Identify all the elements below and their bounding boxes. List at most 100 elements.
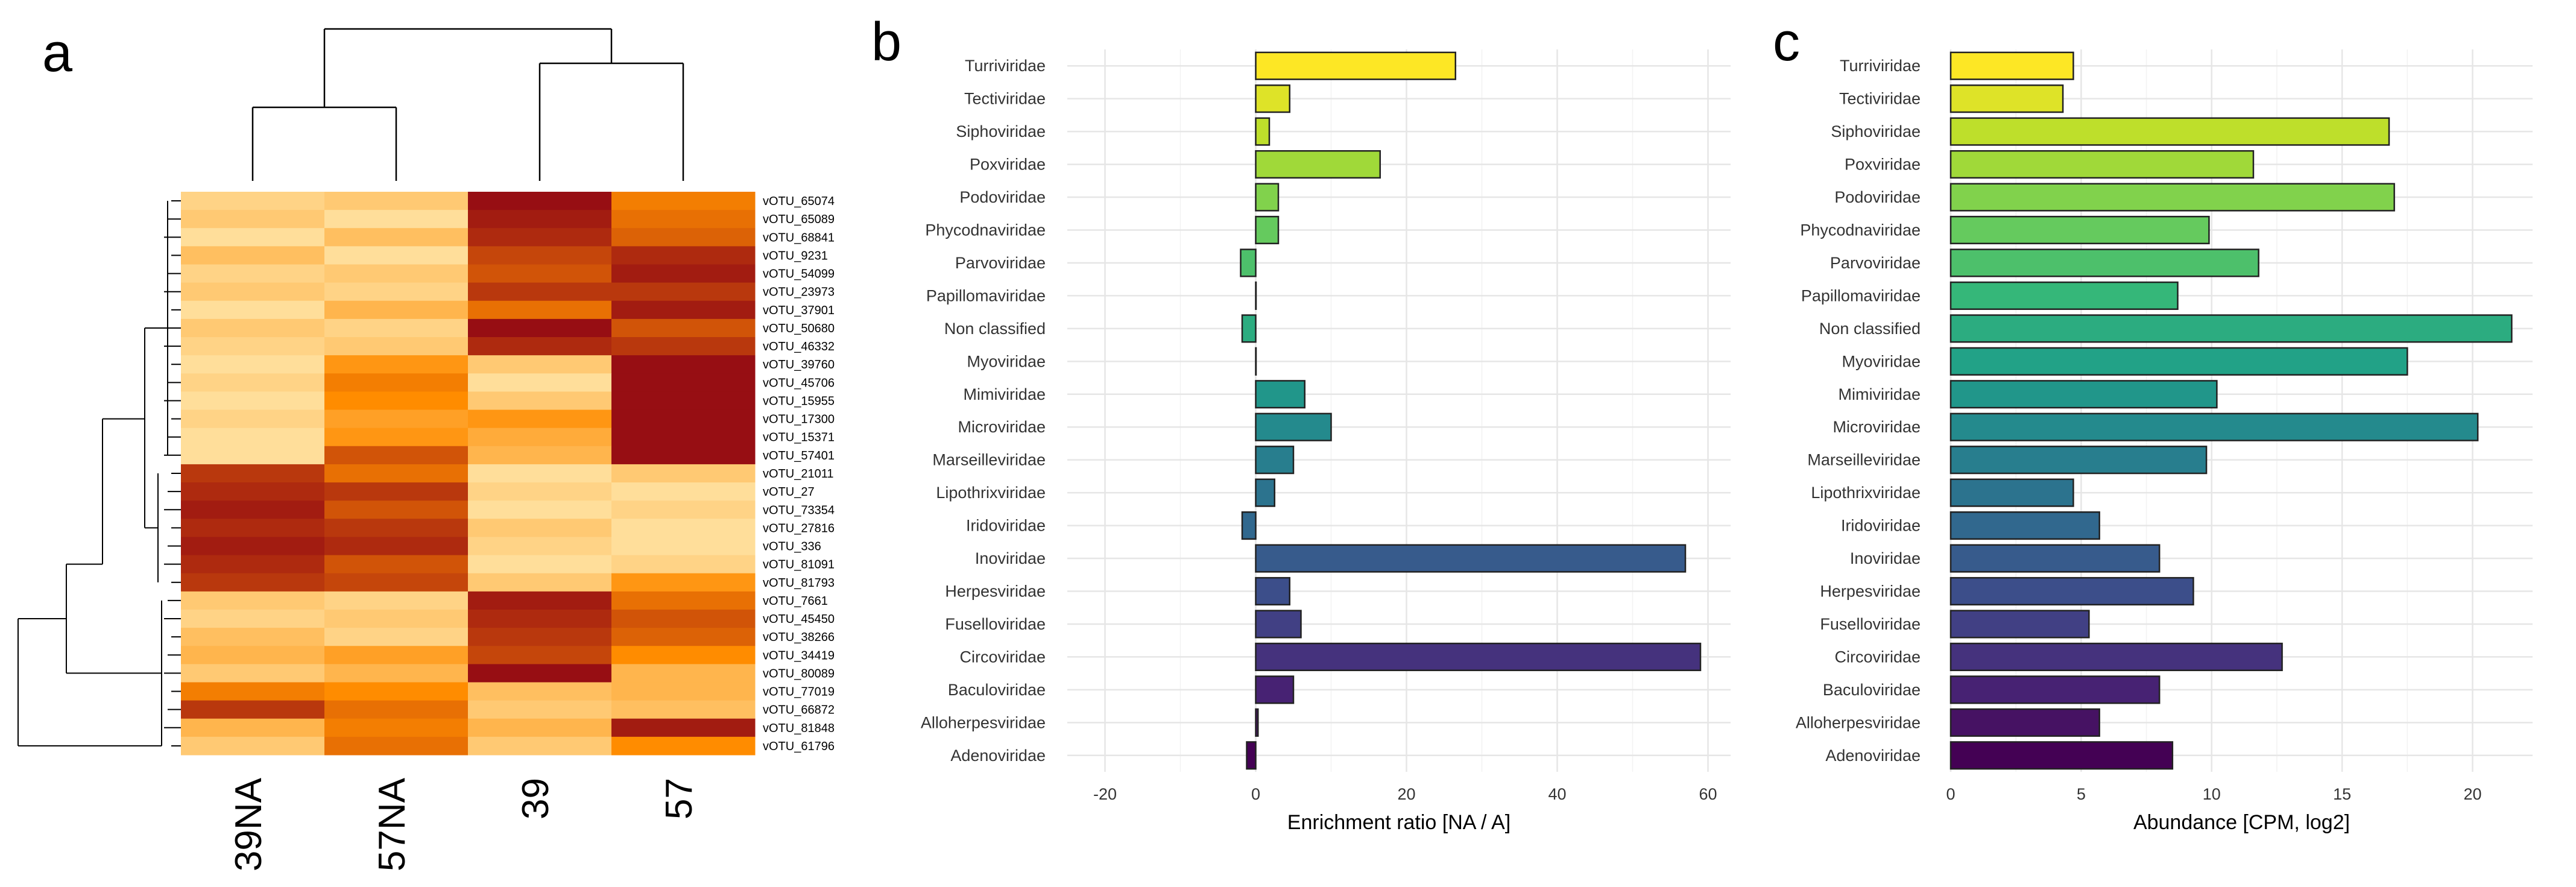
x-tick-label: 20: [1397, 785, 1415, 803]
heatmap-cell: [181, 391, 325, 411]
heatmap-cell: [611, 609, 756, 628]
category-label: Parvoviridae: [955, 254, 1046, 272]
heatmap-cell: [324, 192, 469, 210]
bar: [1255, 117, 1271, 146]
heatmap-column-label: 57: [658, 778, 700, 819]
heatmap-cell: [324, 537, 469, 556]
heatmap-cell: [611, 355, 756, 374]
heatmap-cell: [468, 591, 612, 610]
heatmap-cell: [468, 318, 612, 338]
bar: [1949, 675, 2161, 704]
heatmap-cell: [324, 373, 469, 392]
category-label: Inoviridae: [1850, 549, 1921, 567]
row-dendrogram: [17, 200, 181, 747]
category-label: Marseilleviridae: [1807, 451, 1921, 469]
category-label: Tectiviridae: [964, 90, 1046, 108]
heatmap-cell: [181, 664, 325, 683]
x-tick-label: 10: [2203, 785, 2221, 803]
heatmap-row-label: vOTU_50680: [763, 322, 835, 335]
category-label: Microviridae: [1833, 418, 1921, 436]
bar: [1949, 51, 2074, 80]
heatmap-row-label: vOTU_73354: [763, 503, 835, 517]
heatmap-cell: [324, 500, 469, 519]
heatmap-cell: [181, 646, 325, 664]
category-label: Lipothrixviridae: [936, 484, 1046, 502]
category-label: Fuselloviridae: [1820, 615, 1921, 633]
heatmap-cell: [468, 337, 612, 356]
category-label: Phycodnaviridae: [1800, 221, 1921, 239]
heatmap-cell: [324, 446, 469, 465]
heatmap-cell: [468, 192, 612, 210]
heatmap-row-label: vOTU_66872: [763, 704, 835, 717]
category-label: Papillomaviridae: [1801, 286, 1921, 305]
heatmap-row-label: vOTU_21011: [763, 467, 833, 481]
heatmap-cell: [324, 464, 469, 483]
category-label: Iridoviridae: [966, 517, 1046, 535]
heatmap-cell: [324, 646, 469, 664]
heatmap-row-label: vOTU_46332: [763, 340, 835, 353]
heatmap-cell: [468, 428, 612, 447]
heatmap-cell: [611, 373, 756, 392]
heatmap-cell: [181, 555, 325, 574]
bar: [1949, 412, 2479, 441]
bar: [1949, 576, 2194, 606]
heatmap-row-label: vOTU_77019: [763, 686, 835, 699]
x-tick-label: 5: [2077, 785, 2086, 803]
heatmap-row-label: vOTU_27: [763, 485, 815, 499]
heatmap-cell: [468, 373, 612, 392]
category-label: Myoviridae: [967, 352, 1046, 370]
heatmap-cell: [611, 228, 756, 247]
bar: [1949, 281, 2179, 310]
bar: [1949, 314, 2513, 343]
heatmap-cell: [611, 700, 756, 719]
bar: [1949, 741, 2174, 770]
bar: [1240, 248, 1257, 277]
category-label: Inoviridae: [975, 549, 1046, 567]
heatmap-cell: [324, 736, 469, 756]
category-label: Fuselloviridae: [945, 615, 1046, 633]
bar: [1255, 610, 1302, 639]
heatmap-column-label: 39NA: [228, 777, 270, 871]
heatmap-cell: [181, 264, 325, 283]
heatmap-cell: [468, 355, 612, 374]
heatmap-cell: [181, 609, 325, 628]
heatmap-cell: [611, 282, 756, 301]
heatmap-cell: [324, 300, 469, 320]
bar: [1255, 708, 1259, 737]
heatmap-cell: [611, 628, 756, 646]
abundance-bar-chart: Adenoviridae Alloherpesviridae Baculovirid…: [1796, 49, 2533, 834]
panel-label-c: c: [1773, 12, 1800, 72]
bar: [1949, 248, 2259, 277]
x-axis-title: Enrichment ratio [NA / A]: [1287, 811, 1511, 834]
heatmap-cell: [181, 192, 325, 210]
heatmap-row-label: vOTU_65089: [763, 213, 835, 226]
heatmap-cell: [468, 718, 612, 737]
bar: [1241, 314, 1257, 343]
category-label: Lipothrixviridae: [1811, 484, 1921, 502]
heatmap-cell: [611, 682, 756, 701]
bar: [1241, 511, 1257, 540]
heatmap-cell: [324, 591, 469, 610]
heatmap-row-label: vOTU_65074: [763, 195, 835, 208]
heatmap-cell: [611, 500, 756, 519]
category-label: Siphoviridae: [1831, 122, 1921, 140]
heatmap-cell: [324, 337, 469, 356]
heatmap-cell: [611, 409, 756, 429]
category-label: Myoviridae: [1842, 352, 1921, 370]
heatmap-cell: [324, 355, 469, 374]
heatmap-cell: [324, 246, 469, 265]
heatmap-cell: [324, 318, 469, 338]
bar: [1255, 183, 1280, 212]
heatmap-cell: [468, 446, 612, 465]
category-label: Mimiviridae: [1838, 385, 1921, 403]
heatmap-cell: [181, 409, 325, 429]
bar: [1246, 741, 1257, 770]
category-label: Podoviridae: [959, 188, 1046, 206]
heatmap-cell: [611, 646, 756, 664]
heatmap-cell: [611, 718, 756, 737]
heatmap-cell: [611, 300, 756, 320]
bar: [1949, 84, 2064, 113]
heatmap-row-label: vOTU_68841: [763, 231, 835, 244]
heatmap-cell: [468, 264, 612, 283]
